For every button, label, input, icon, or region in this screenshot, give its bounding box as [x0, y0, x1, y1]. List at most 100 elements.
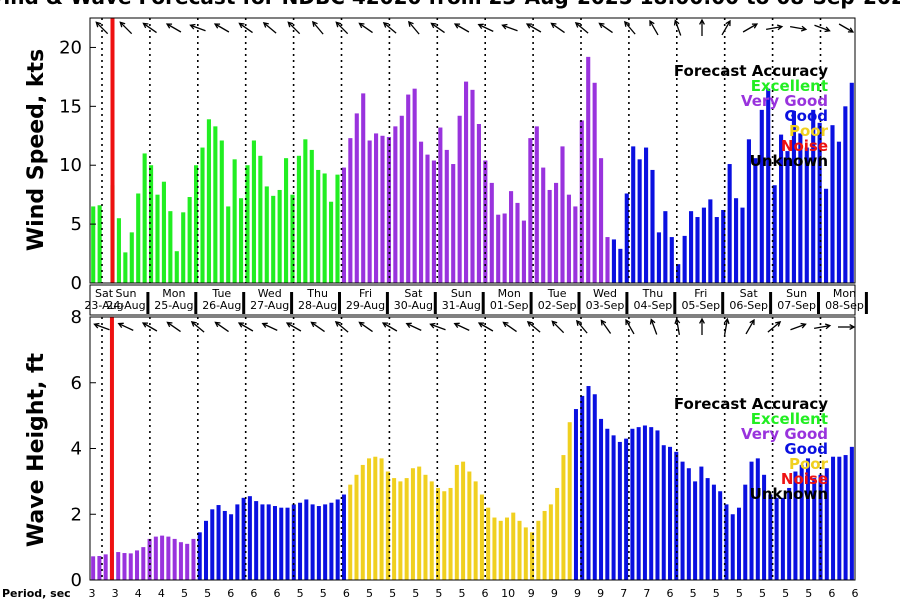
- day-date: 25-Aug: [154, 299, 193, 312]
- day-separator: [481, 292, 485, 314]
- day-of-week: Fri: [694, 287, 707, 300]
- bar: [831, 456, 836, 580]
- bar: [470, 89, 475, 283]
- bar: [642, 425, 647, 580]
- bar: [489, 182, 494, 283]
- legend-item: Poor: [789, 455, 829, 473]
- bar: [701, 207, 706, 283]
- bar: [406, 94, 411, 283]
- bar: [843, 106, 848, 283]
- bar: [817, 122, 822, 283]
- day-of-week: Mon: [833, 287, 856, 300]
- direction-arrow: [550, 22, 565, 34]
- day-separator: [146, 292, 150, 314]
- direction-arrow: [213, 23, 230, 33]
- bar: [561, 455, 566, 580]
- period-value: 5: [759, 587, 766, 600]
- period-value: 10: [501, 587, 515, 600]
- day-date: 26-Aug: [202, 299, 241, 312]
- period-value: 7: [620, 587, 627, 600]
- day-separator: [673, 292, 677, 314]
- direction-arrow: [358, 22, 373, 34]
- day-date: 04-Sep: [634, 299, 673, 312]
- bar: [461, 461, 466, 580]
- bar: [656, 232, 661, 283]
- direction-arrow: [310, 321, 325, 333]
- direction-arrow: [477, 23, 494, 32]
- bar: [178, 542, 183, 580]
- wave-y-label: Wave Height, ft: [24, 352, 49, 547]
- period-value: 4: [158, 587, 165, 600]
- bar: [410, 468, 415, 580]
- bar: [232, 159, 237, 283]
- bar: [730, 514, 735, 580]
- bar: [517, 520, 522, 581]
- bar: [374, 133, 379, 283]
- day-date: 31-Aug: [442, 299, 481, 312]
- period-value: 6: [273, 587, 280, 600]
- bar: [650, 169, 655, 283]
- bar: [542, 510, 547, 580]
- bar: [91, 556, 96, 580]
- bar: [580, 395, 585, 580]
- bar: [385, 471, 390, 580]
- bar: [661, 445, 666, 580]
- bar: [498, 520, 503, 581]
- day-date: 29-Aug: [346, 299, 385, 312]
- day-of-week: Mon: [162, 287, 185, 300]
- bar: [515, 202, 520, 283]
- period-value: 5: [690, 587, 697, 600]
- day-date: 28-Aug: [298, 299, 337, 312]
- bar: [669, 237, 674, 283]
- bar: [168, 211, 173, 283]
- period-value: 6: [227, 587, 234, 600]
- direction-arrow: [285, 322, 302, 332]
- bar: [798, 133, 803, 283]
- period-value: 5: [204, 587, 211, 600]
- bar: [714, 217, 719, 283]
- bar: [655, 430, 660, 580]
- bar: [727, 164, 732, 283]
- day-separator: [721, 292, 725, 314]
- bar: [417, 466, 422, 580]
- bar: [206, 119, 211, 283]
- bar: [849, 446, 854, 580]
- bar: [213, 126, 218, 283]
- bar: [611, 435, 616, 580]
- y-tick-label: 8: [71, 307, 82, 328]
- day-separator: [338, 292, 341, 314]
- period-label: Period, sec: [2, 587, 71, 600]
- direction-arrow: [551, 320, 565, 334]
- bar: [774, 497, 779, 580]
- bar: [837, 456, 842, 580]
- legend-title: Forecast Accuracy: [674, 395, 828, 413]
- period-value: 5: [297, 587, 304, 600]
- bar: [277, 189, 282, 283]
- bar: [592, 394, 597, 580]
- bar: [554, 182, 559, 283]
- bar: [122, 553, 127, 580]
- bar: [373, 456, 378, 580]
- bar: [354, 113, 359, 284]
- direction-arrow: [238, 22, 253, 34]
- bar: [721, 209, 726, 283]
- bar: [210, 509, 215, 580]
- direction-arrow: [381, 322, 398, 332]
- period-value: 6: [343, 587, 350, 600]
- direction-arrow: [766, 24, 784, 31]
- direction-arrow: [790, 322, 807, 331]
- period-value: 6: [828, 587, 835, 600]
- bar: [746, 139, 751, 283]
- day-of-week: Sun: [116, 287, 137, 300]
- bar: [341, 494, 346, 580]
- period-values: 3 3 4 4 5 5 6 6 6 5 5 6 5 5 5 5 5 6 10 9 9 9 9 7 7 6 5 5 5 5 5 5 6 6: [89, 587, 859, 600]
- day-of-week: Sat: [740, 287, 759, 300]
- period-value: 7: [643, 587, 650, 600]
- period-value: 5: [181, 587, 188, 600]
- bar: [473, 481, 478, 581]
- bar: [155, 194, 160, 283]
- day-labels: Sat23-AugSun24-AugMon25-AugTue26-AugWed2…: [84, 284, 868, 316]
- bar: [637, 159, 642, 283]
- direction-arrow: [190, 320, 205, 333]
- wind-y-ticks: 0 5 10 15 20: [59, 37, 96, 294]
